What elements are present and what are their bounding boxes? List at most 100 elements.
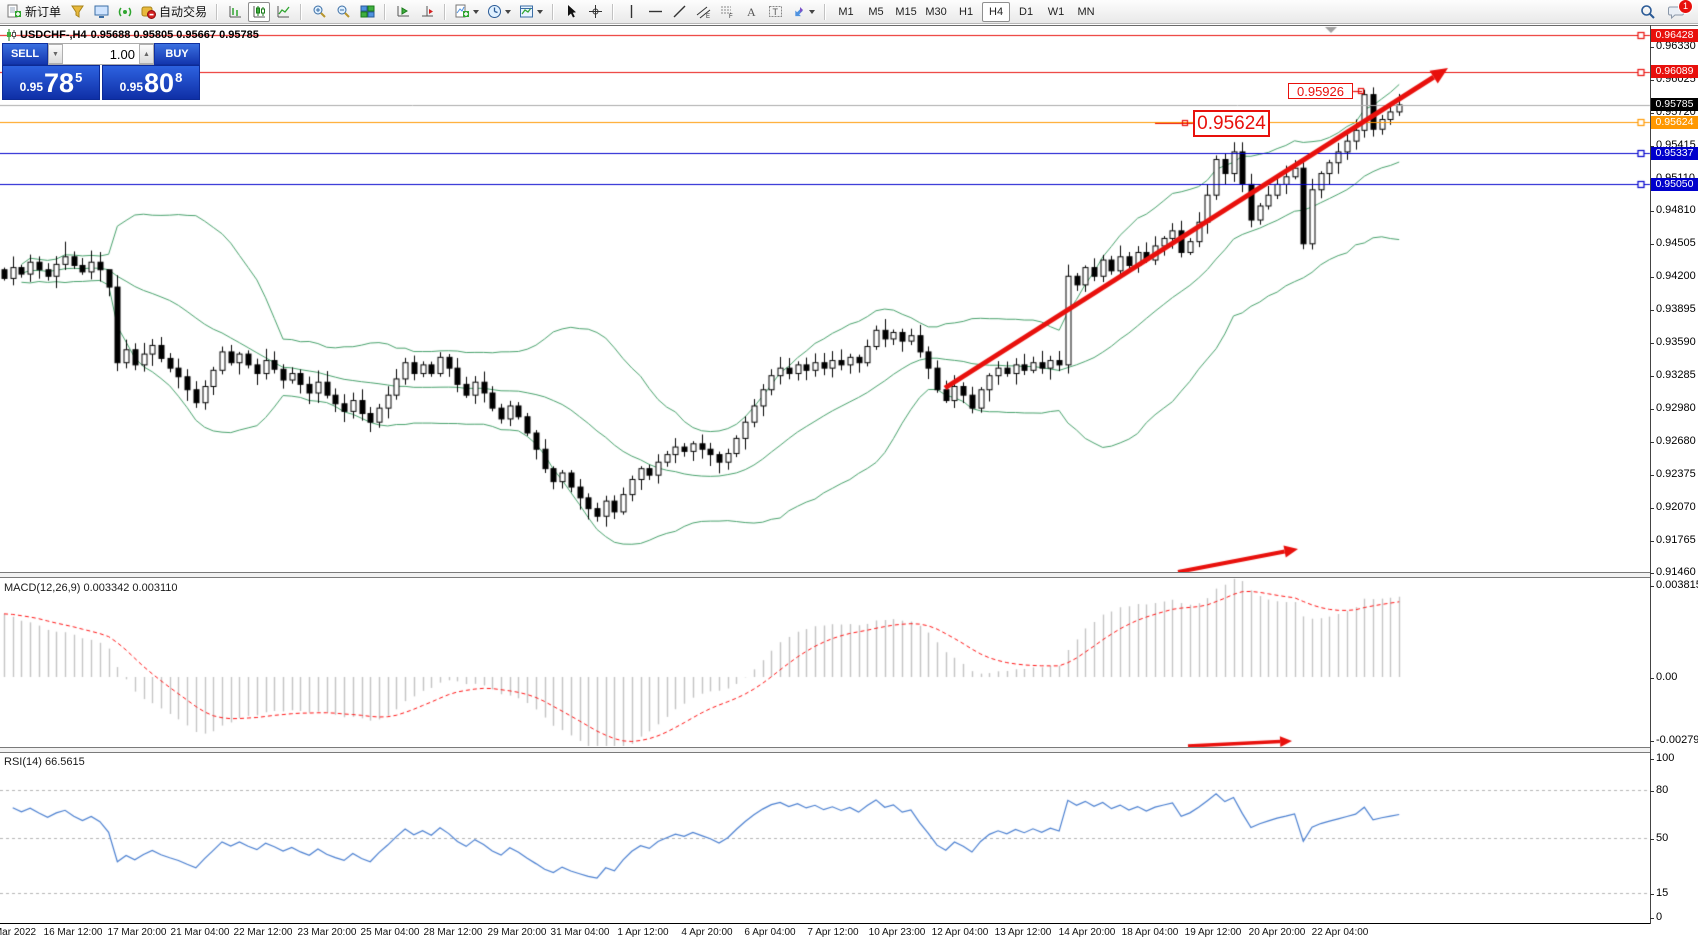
rsi-panel-separator[interactable] [0, 747, 1650, 753]
price-tick: 0.94200 [1650, 270, 1696, 282]
price-label-annotation[interactable]: 0.95926 [1288, 83, 1353, 99]
auto-scroll-icon [397, 6, 409, 17]
data-window-button[interactable] [90, 2, 112, 22]
text-label-icon: T [768, 6, 782, 17]
time-tick: 31 Mar 04:00 [550, 927, 610, 938]
timeframe-m5[interactable]: M5 [868, 5, 884, 18]
rsi-tick: 15 [1649, 887, 1669, 899]
new-order-button[interactable]: 新订单 [4, 2, 64, 22]
horizontal-line-icon [648, 10, 662, 13]
periods-button[interactable] [484, 2, 514, 22]
volume-up-button[interactable]: ▲ [139, 44, 154, 64]
macd-tick: -0.002797 [1650, 734, 1698, 746]
current-price-badge: 0.95785 [1651, 98, 1698, 111]
time-tick: 19 Apr 12:00 [1184, 927, 1242, 938]
crosshair-button[interactable] [584, 2, 606, 22]
arrows-button[interactable] [788, 2, 818, 22]
symbol-title: USDCHF-,H4 [20, 29, 87, 41]
macd-tick: 0.003815 [1650, 579, 1698, 591]
auto-scroll-button[interactable] [392, 2, 414, 22]
equidistant-channel-button[interactable]: E [692, 2, 714, 22]
volume-group: ▼ ▲ [48, 43, 154, 65]
text-label-button[interactable]: T [764, 2, 786, 22]
vertical-line-button[interactable] [620, 2, 642, 22]
search-icon [1641, 4, 1655, 19]
time-tick: 16 Mar 12:00 [43, 927, 103, 938]
level-badge: 0.96428 [1651, 29, 1698, 42]
price-tick: 0.96330 [1650, 40, 1696, 52]
timeframe-m15[interactable]: M15 [895, 5, 917, 18]
auto-trading-icon [141, 6, 157, 19]
volume-down-button[interactable]: ▼ [48, 44, 63, 64]
time-axis-line[interactable] [0, 923, 1650, 924]
svg-text:F: F [729, 14, 733, 19]
buy-price-big: 80 [144, 68, 175, 98]
timeframe-mn[interactable]: MN [1077, 5, 1095, 18]
zoom-out-button[interactable] [332, 2, 354, 22]
buy-button[interactable]: BUY [154, 43, 200, 65]
dropdown-caret [809, 9, 816, 14]
buy-price-button[interactable]: 0.95 80 8 [102, 65, 200, 100]
bar-chart-button[interactable] [224, 2, 246, 22]
crosshair-icon [588, 5, 602, 18]
rsi-tick: 100 [1649, 752, 1675, 764]
timeframe-h1[interactable]: H1 [959, 5, 974, 18]
rsi-value: 66.5615 [44, 756, 85, 768]
text-icon: A [747, 5, 756, 19]
time-tick: 25 Mar 04:00 [360, 927, 420, 938]
timeframe-w1[interactable]: W1 [1047, 5, 1065, 18]
new-order-label: 新订单 [25, 5, 62, 19]
time-tick: 10 Apr 23:00 [868, 927, 926, 938]
price-tick: 0.92680 [1650, 435, 1696, 447]
market-watch-button[interactable] [66, 2, 88, 22]
zoom-in-button[interactable] [308, 2, 330, 22]
time-tick: 17 Mar 20:00 [107, 927, 167, 938]
chart-shift-button[interactable] [416, 2, 438, 22]
toolbar-separator [552, 3, 555, 20]
svg-text:A: A [747, 5, 756, 19]
time-tick: 7 Apr 12:00 [807, 927, 859, 938]
rsi-tick: 50 [1649, 832, 1669, 844]
price-axis-line[interactable] [1650, 25, 1651, 924]
chat-button[interactable]: 1 [1665, 0, 1693, 22]
signals-button[interactable] [114, 2, 136, 22]
time-tick: 4 Apr 20:00 [681, 927, 733, 938]
candlestick-chart-button[interactable] [248, 1, 271, 22]
cursor-button[interactable] [560, 2, 582, 22]
cursor-icon [567, 5, 576, 18]
macd-tick: 0.00 [1649, 671, 1678, 683]
toolbar-separator [384, 3, 387, 20]
zoom-out-icon [337, 5, 350, 18]
trendline-button[interactable] [668, 2, 690, 22]
price-label-annotation[interactable]: 0.95624 [1193, 110, 1270, 137]
toolbar-separator [612, 3, 615, 20]
line-chart-button[interactable] [272, 2, 294, 22]
auto-trading-label: 自动交易 [159, 5, 208, 19]
new-order-icon [7, 4, 21, 18]
tile-windows-button[interactable] [356, 2, 378, 22]
sell-price-button[interactable]: 0.95 78 5 [2, 65, 100, 100]
auto-trading-button[interactable]: 自动交易 [138, 2, 210, 22]
macd-values: 0.003342 0.003110 [83, 582, 178, 594]
fibonacci-button[interactable]: F [716, 2, 738, 22]
horizontal-line-button[interactable] [644, 2, 666, 22]
time-tick: 14 Apr 20:00 [1058, 927, 1116, 938]
timeframe-m30[interactable]: M30 [925, 5, 947, 18]
text-button[interactable]: A [740, 2, 762, 22]
dropdown-caret [473, 9, 480, 14]
sell-button[interactable]: SELL [2, 43, 48, 65]
price-tick: 0.91460 [1650, 566, 1696, 578]
indicators-button[interactable] [452, 2, 482, 22]
macd-panel-separator[interactable] [0, 572, 1650, 578]
trendline-icon [673, 5, 686, 18]
timeframe-h4[interactable]: H4 [982, 1, 1011, 22]
search-button[interactable] [1637, 2, 1659, 22]
timeframe-m1[interactable]: M1 [838, 5, 854, 18]
volume-input[interactable] [63, 44, 139, 64]
timeframe-d1[interactable]: D1 [1019, 5, 1034, 18]
templates-button[interactable] [516, 2, 546, 22]
price-tick: 0.93285 [1650, 369, 1696, 381]
macd-label: MACD(12,26,9) 0.003342 0.003110 [4, 582, 177, 594]
